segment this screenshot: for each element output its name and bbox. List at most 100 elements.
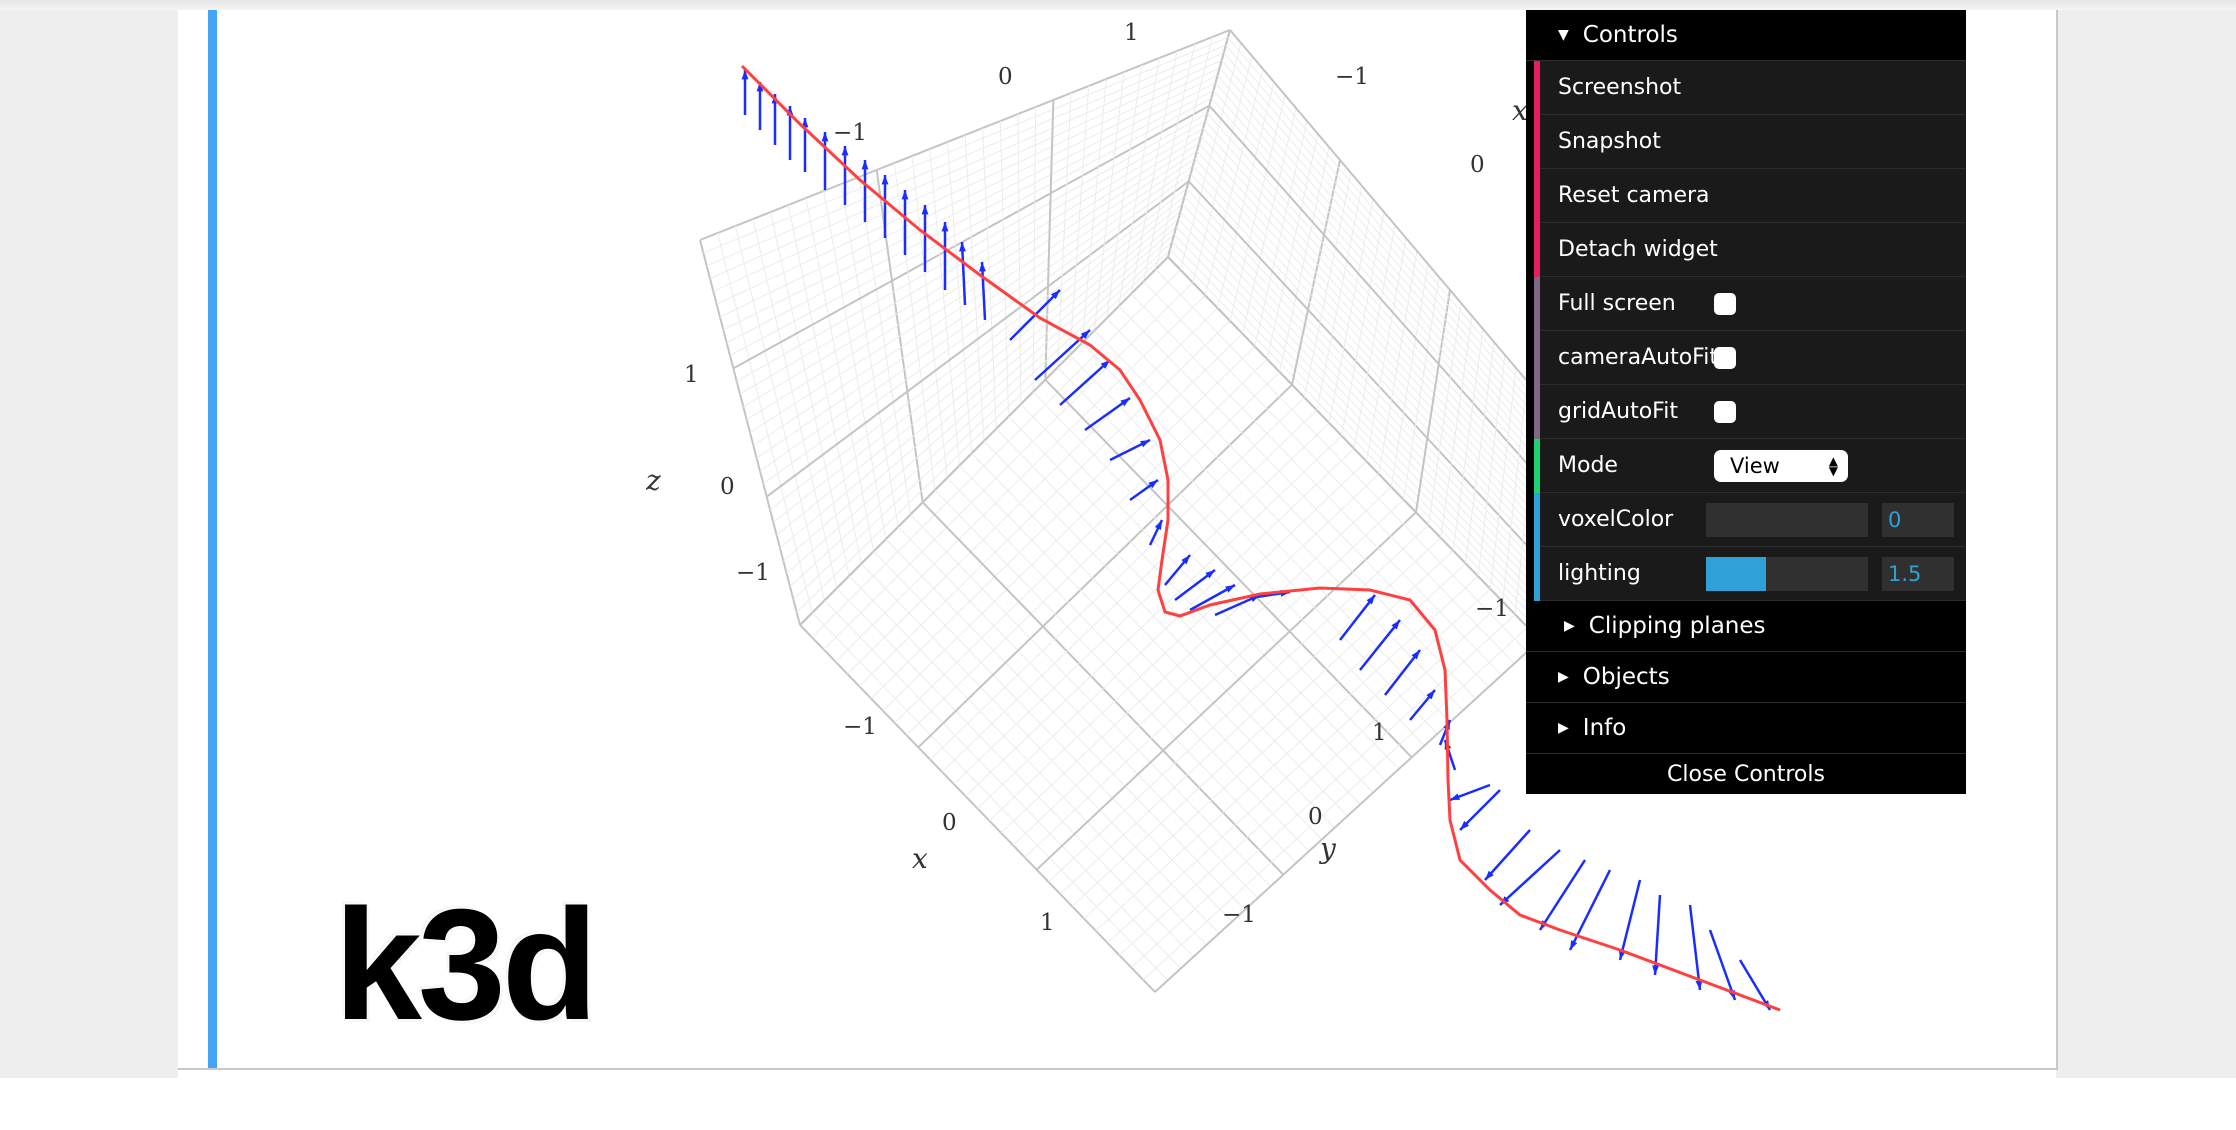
side-wall-grid <box>1167 29 1561 641</box>
voxelcolor-slider[interactable] <box>1706 502 1868 537</box>
vector-arrowhead <box>1411 650 1420 660</box>
tick-label: −1 <box>843 714 877 740</box>
grid-autofit-checkbox[interactable] <box>1714 400 1736 423</box>
grid-line <box>1223 52 1559 443</box>
mode-label: Mode <box>1558 453 1618 478</box>
row-accent <box>1534 493 1540 547</box>
row-accent <box>1534 169 1540 223</box>
lighting-slider[interactable] <box>1706 556 1868 591</box>
vector-arrowhead <box>1570 940 1578 950</box>
tick-label: −1 <box>833 120 867 146</box>
grid-line <box>1213 90 1556 479</box>
tick-label: 1 <box>1040 910 1055 936</box>
grid-autofit-label: gridAutoFit <box>1558 399 1678 424</box>
tick-label: 1 <box>684 362 699 388</box>
camera-autofit-row: cameraAutoFit <box>1534 331 1966 385</box>
lighting-row: lighting 1.5 <box>1534 547 1966 601</box>
mode-select[interactable]: View ▲ ▼ <box>1714 449 1848 482</box>
grid-line <box>1221 59 1558 450</box>
lighting-label: lighting <box>1558 561 1641 586</box>
tick-label: 0 <box>998 64 1013 90</box>
camera-autofit-checkbox[interactable] <box>1714 346 1736 369</box>
vector-arrowhead <box>1366 595 1375 605</box>
row-accent <box>1534 61 1540 115</box>
page-margin-right <box>2056 0 2236 1078</box>
tick-label: 0 <box>720 474 735 500</box>
lighting-input[interactable]: 1.5 <box>1882 556 1954 591</box>
info-folder[interactable]: ▶ Info <box>1526 703 1966 754</box>
full-screen-label: Full screen <box>1558 291 1676 316</box>
vector-arrow <box>1459 789 1501 831</box>
grid-line <box>783 218 1179 562</box>
vector-arrow <box>1384 649 1421 696</box>
top-shadow <box>0 0 2236 10</box>
close-controls-button[interactable]: Close Controls <box>1526 754 1966 794</box>
vector-arrow <box>1339 594 1376 641</box>
grid-line <box>1229 29 1561 421</box>
screenshot-button[interactable]: Screenshot <box>1534 61 1966 115</box>
vector-arrowhead <box>1450 793 1460 800</box>
row-accent <box>1534 439 1540 493</box>
vector-arrowhead <box>1140 440 1150 448</box>
vector-arrowhead <box>1652 965 1660 975</box>
grid-line <box>1118 305 1490 688</box>
grid-line <box>1204 120 1553 509</box>
cell-selection-bar <box>208 10 217 1068</box>
vector-arrowhead <box>741 70 749 80</box>
vector-arrow <box>960 241 967 306</box>
vector-arrowhead <box>841 146 849 156</box>
vector-arrowhead <box>959 242 966 252</box>
axis-title-x: x <box>912 842 928 875</box>
grid-line <box>1200 135 1552 524</box>
grid-line <box>1202 128 1552 516</box>
full-screen-row: Full screen <box>1534 277 1966 331</box>
full-screen-checkbox[interactable] <box>1714 292 1736 315</box>
triangle-right-icon: ▶ <box>1564 618 1575 634</box>
controls-folder-title[interactable]: ▼ Controls <box>1526 10 1966 61</box>
row-accent <box>1534 277 1540 331</box>
vector-arrowhead <box>861 160 869 170</box>
grid-line <box>789 233 1175 587</box>
slider-fill <box>1706 556 1766 591</box>
clipping-planes-folder[interactable]: ▶ Clipping planes <box>1526 601 1966 652</box>
grid-line <box>1225 44 1560 435</box>
vector-arrowhead <box>1154 520 1162 530</box>
tick-label: 1 <box>1372 720 1387 746</box>
axis-title-y: y <box>1318 832 1337 865</box>
vector-arrow <box>1688 904 1702 991</box>
vector-arrowhead <box>1080 330 1090 339</box>
detach-widget-button[interactable]: Detach widget <box>1534 223 1966 277</box>
vector-arrowhead <box>1225 585 1235 593</box>
objects-folder[interactable]: ▶ Objects <box>1526 652 1966 703</box>
axis-tick-labels: 1 0 −1 −1 0 −1 1 0 −1 −1 0 1 0 −1 1 z x … <box>645 20 1528 936</box>
k3d-logo: k3d <box>334 877 598 1053</box>
vector-arrow <box>1618 879 1642 961</box>
vector-arrowhead <box>1695 980 1703 990</box>
tick-label: 0 <box>1470 152 1485 178</box>
grid-line <box>1118 57 1160 307</box>
clipping-planes-label: Clipping planes <box>1588 613 1766 639</box>
select-arrows-icon: ▲ ▼ <box>1828 453 1838 478</box>
vector-arrowhead <box>1485 870 1494 880</box>
vector-arrow <box>1359 619 1401 671</box>
grid-line <box>792 241 1173 600</box>
snapshot-button[interactable]: Snapshot <box>1534 115 1966 169</box>
vector-arrowhead <box>1100 360 1110 369</box>
vector-arrow <box>1034 329 1091 381</box>
reset-camera-button[interactable]: Reset camera <box>1534 169 1966 223</box>
voxelcolor-input[interactable]: 0 <box>1882 502 1954 537</box>
triangle-down-icon: ▼ <box>1558 27 1569 43</box>
page-margin-left <box>0 0 178 1078</box>
reset-camera-label: Reset camera <box>1558 183 1710 208</box>
grid-line <box>1142 626 1528 981</box>
tick-label: 0 <box>942 810 957 836</box>
triangle-right-icon: ▶ <box>1558 720 1569 736</box>
axis-title-z: z <box>645 464 661 497</box>
grid-line <box>1211 97 1555 487</box>
vector-arrow <box>1059 359 1111 406</box>
vector-arrowhead <box>881 175 889 185</box>
vector-arrowhead <box>1426 690 1435 700</box>
row-accent <box>1534 547 1540 601</box>
grid-line <box>1227 37 1560 428</box>
